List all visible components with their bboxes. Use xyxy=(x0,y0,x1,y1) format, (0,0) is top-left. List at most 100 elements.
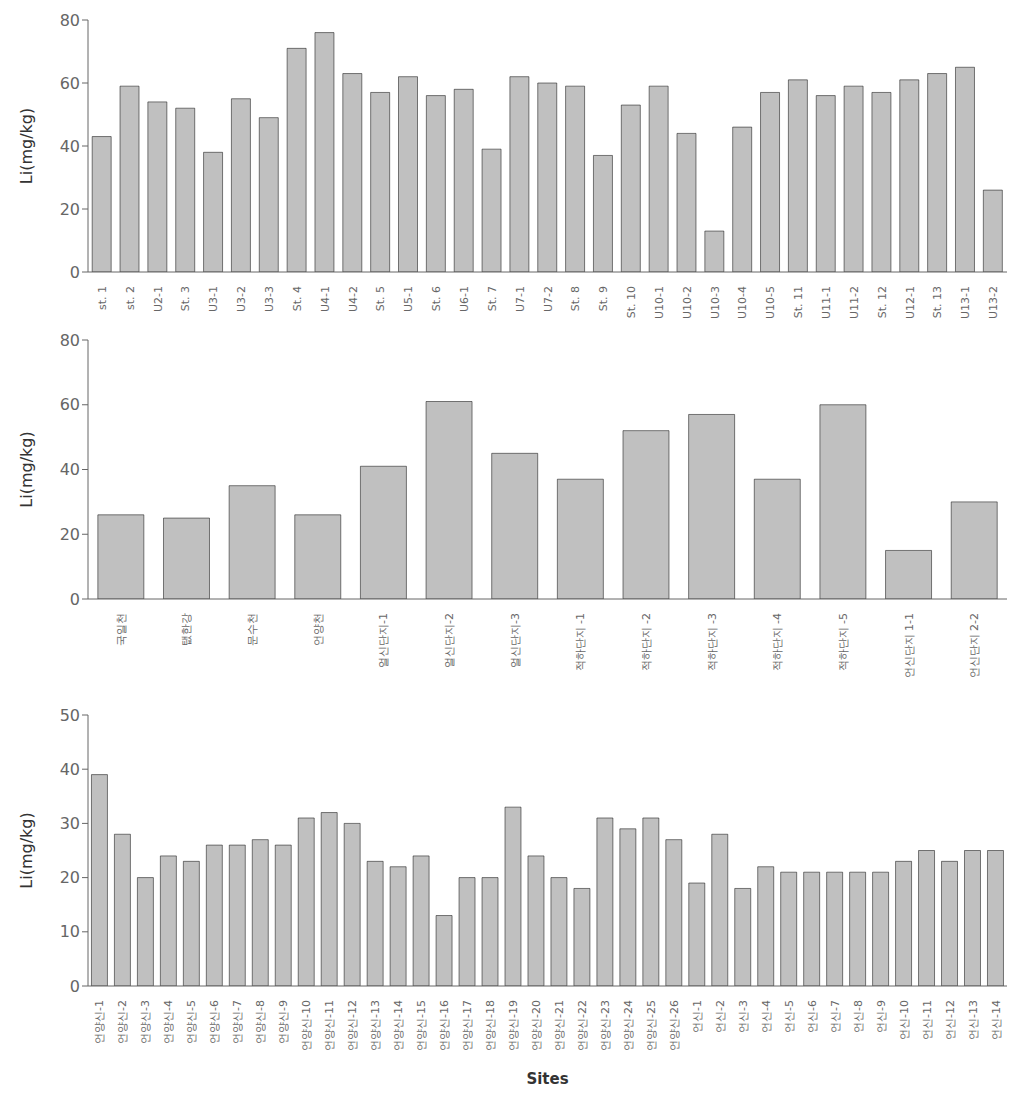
svg-text:적하단지 -2: 적하단지 -2 xyxy=(640,613,653,671)
svg-text:적하단지 -1: 적하단지 -1 xyxy=(574,613,587,671)
svg-text:언양신-8: 언양신-8 xyxy=(254,1000,267,1044)
svg-text:언양신-15: 언양신-15 xyxy=(415,1000,428,1051)
svg-text:적하단지 -4: 적하단지 -4 xyxy=(771,613,784,671)
svg-text:St. 8: St. 8 xyxy=(569,286,582,311)
svg-text:St. 11: St. 11 xyxy=(792,286,805,318)
svg-text:언신-2: 언신-2 xyxy=(714,1000,727,1033)
svg-text:st. 2: st. 2 xyxy=(124,286,137,310)
svg-text:Li(mg/kg): Li(mg/kg) xyxy=(17,431,36,507)
svg-text:언신-13: 언신-13 xyxy=(967,1000,980,1040)
svg-text:St. 13: St. 13 xyxy=(931,286,944,318)
svg-text:국일천: 국일천 xyxy=(115,613,128,646)
svg-text:언신-7: 언신-7 xyxy=(829,1000,842,1033)
svg-text:언양신-13: 언양신-13 xyxy=(369,1000,382,1051)
svg-text:40: 40 xyxy=(60,760,80,779)
svg-text:U10-3: U10-3 xyxy=(709,286,722,319)
svg-text:언양신-24: 언양신-24 xyxy=(622,1000,635,1051)
svg-text:언신-6: 언신-6 xyxy=(806,1000,819,1033)
svg-text:U13-1: U13-1 xyxy=(959,286,972,319)
svg-text:U10-4: U10-4 xyxy=(736,286,749,319)
svg-text:언양신-5: 언양신-5 xyxy=(185,1000,198,1044)
svg-text:St. 12: St. 12 xyxy=(876,286,889,318)
svg-text:얼신단지-3: 얼신단지-3 xyxy=(509,613,522,668)
svg-text:적하단지 -3: 적하단지 -3 xyxy=(706,613,719,671)
svg-text:언양신-6: 언양신-6 xyxy=(208,1000,221,1044)
svg-text:U3-3: U3-3 xyxy=(263,286,276,312)
svg-text:언양신-12: 언양신-12 xyxy=(346,1000,359,1051)
svg-text:탮한강: 탮한강 xyxy=(180,613,193,646)
svg-text:Sites: Sites xyxy=(526,1070,568,1088)
svg-text:St. 10: St. 10 xyxy=(625,286,638,318)
svg-text:60: 60 xyxy=(60,74,80,93)
svg-text:60: 60 xyxy=(60,395,80,414)
svg-text:St. 5: St. 5 xyxy=(374,286,387,311)
svg-text:80: 80 xyxy=(60,11,80,30)
svg-text:U10-5: U10-5 xyxy=(764,286,777,319)
svg-text:St. 7: St. 7 xyxy=(486,286,499,311)
svg-text:10: 10 xyxy=(60,922,80,941)
svg-text:U7-1: U7-1 xyxy=(514,286,527,312)
svg-text:언신-11: 언신-11 xyxy=(921,1000,934,1040)
svg-text:St. 3: St. 3 xyxy=(179,286,192,311)
svg-text:언양신-14: 언양신-14 xyxy=(392,1000,405,1051)
svg-text:U13-2: U13-2 xyxy=(987,286,1000,319)
svg-text:언신-12: 언신-12 xyxy=(944,1000,957,1040)
svg-text:30: 30 xyxy=(60,814,80,833)
svg-text:0: 0 xyxy=(70,263,80,282)
svg-text:언양신-18: 언양신-18 xyxy=(484,1000,497,1051)
svg-text:언양신-11: 언양신-11 xyxy=(323,1000,336,1051)
svg-text:언양신-1: 언양신-1 xyxy=(93,1000,106,1044)
svg-text:Li(mg/kg): Li(mg/kg) xyxy=(17,812,36,888)
svg-text:언양신-10: 언양신-10 xyxy=(300,1000,313,1051)
svg-text:언양신-20: 언양신-20 xyxy=(530,1000,543,1051)
svg-text:언양신-19: 언양신-19 xyxy=(507,1000,520,1051)
svg-text:언양신-3: 언양신-3 xyxy=(139,1000,152,1044)
svg-text:언양신-26: 언양신-26 xyxy=(668,1000,681,1051)
svg-text:언양신-23: 언양신-23 xyxy=(599,1000,612,1051)
svg-text:20: 20 xyxy=(60,525,80,544)
svg-text:문수천: 문수천 xyxy=(246,613,259,646)
svg-text:U6-1: U6-1 xyxy=(458,286,471,312)
svg-text:언신-14: 언신-14 xyxy=(990,1000,1003,1040)
svg-text:U10-1: U10-1 xyxy=(653,286,666,319)
svg-text:언신-9: 언신-9 xyxy=(875,1000,888,1033)
svg-text:적하단지 -5: 적하단지 -5 xyxy=(837,613,850,671)
svg-text:U3-2: U3-2 xyxy=(235,286,248,312)
svg-text:언양신-2: 언양신-2 xyxy=(116,1000,129,1044)
svg-text:언신-10: 언신-10 xyxy=(898,1000,911,1040)
svg-text:언신-1: 언신-1 xyxy=(691,1000,704,1033)
svg-text:80: 80 xyxy=(60,331,80,350)
svg-text:얼신단지-2: 얼신단지-2 xyxy=(443,613,456,668)
svg-text:20: 20 xyxy=(60,200,80,219)
svg-text:언양신-25: 언양신-25 xyxy=(645,1000,658,1051)
svg-text:언양천: 언양천 xyxy=(312,613,325,646)
svg-text:st. 1: st. 1 xyxy=(96,286,109,310)
svg-text:언양신-4: 언양신-4 xyxy=(162,1000,175,1044)
svg-text:St. 9: St. 9 xyxy=(597,286,610,311)
svg-text:Li(mg/kg): Li(mg/kg) xyxy=(17,108,36,184)
svg-text:언양신-9: 언양신-9 xyxy=(277,1000,290,1044)
svg-text:U2-1: U2-1 xyxy=(152,286,165,312)
svg-text:언양신-22: 언양신-22 xyxy=(576,1000,589,1051)
svg-text:언양신-17: 언양신-17 xyxy=(461,1000,474,1051)
svg-text:U5-1: U5-1 xyxy=(402,286,415,312)
svg-text:언신-5: 언신-5 xyxy=(783,1000,796,1033)
svg-text:U4-2: U4-2 xyxy=(347,286,360,312)
svg-text:언신-3: 언신-3 xyxy=(737,1000,750,1033)
svg-text:U4-1: U4-1 xyxy=(319,286,332,312)
svg-text:40: 40 xyxy=(60,460,80,479)
svg-text:U11-2: U11-2 xyxy=(848,286,861,319)
svg-text:St. 6: St. 6 xyxy=(430,286,443,311)
svg-text:얼신단지-1: 얼신단지-1 xyxy=(377,613,390,668)
svg-text:U11-1: U11-1 xyxy=(820,286,833,319)
svg-text:20: 20 xyxy=(60,868,80,887)
svg-text:언양신-7: 언양신-7 xyxy=(231,1000,244,1044)
svg-text:40: 40 xyxy=(60,137,80,156)
svg-text:언신단지 1-1: 언신단지 1-1 xyxy=(903,613,916,678)
svg-text:U10-2: U10-2 xyxy=(681,286,694,319)
svg-text:언신단지 2-2: 언신단지 2-2 xyxy=(968,613,981,678)
svg-text:언양신-16: 언양신-16 xyxy=(438,1000,451,1051)
svg-text:U12-1: U12-1 xyxy=(904,286,917,319)
svg-text:언신-8: 언신-8 xyxy=(852,1000,865,1033)
svg-text:St. 4: St. 4 xyxy=(291,286,304,311)
